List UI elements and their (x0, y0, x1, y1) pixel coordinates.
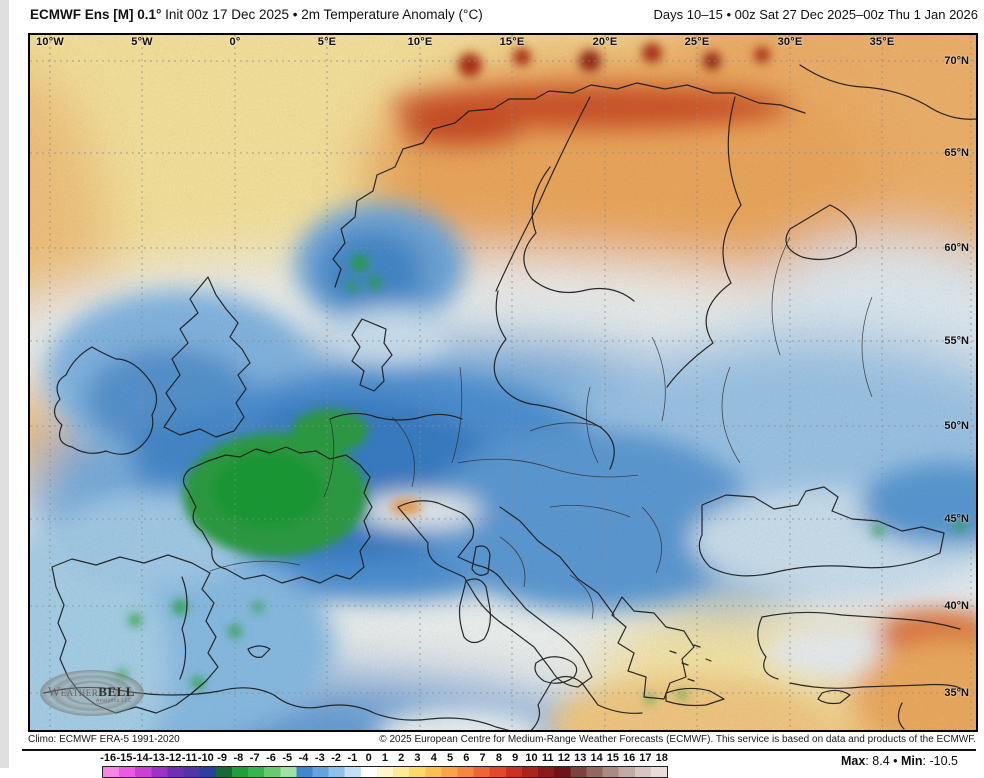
colorbar-tick: 9 (512, 752, 519, 764)
colorbar-tick: 18 (655, 752, 668, 764)
colorbar-tick: -3 (314, 752, 325, 764)
colorbar-tick: 12 (557, 752, 571, 764)
lat-label: 65°N (944, 147, 969, 159)
colorbar-tick: -6 (266, 752, 276, 764)
colorbar-tick: -15 (116, 752, 133, 764)
graticule (30, 35, 976, 730)
climatology-note: Climo: ECMWF ERA-5 1991-2020 (28, 734, 180, 745)
colorbar-tick: -9 (217, 752, 227, 764)
colorbar-tick: 13 (574, 752, 587, 764)
lon-label: 5°W (131, 36, 153, 48)
colorbar-tick: -12 (165, 752, 182, 764)
lon-label: 35°E (869, 36, 895, 48)
colorbar-tick: -2 (331, 752, 341, 764)
extremes-separator: • (893, 754, 898, 768)
copyright-note: © 2025 European Centre for Medium-Range … (379, 734, 976, 745)
product-subtitle: Init 00z 17 Dec 2025 • 2m Temperature An… (161, 7, 483, 22)
product-title: ECMWF Ens [M] 0.1° Init 00z 17 Dec 2025 … (30, 7, 483, 22)
colorbar-tick: -11 (181, 752, 198, 764)
weatherbell-logo: WeatherBELL Analytics LLC (38, 666, 156, 722)
lat-label: 50°N (944, 420, 969, 432)
colorbar-tick: 5 (446, 752, 454, 764)
min-value: -10.5 (929, 754, 959, 768)
ensemble-noise-texture (30, 35, 976, 730)
colorbar-tick: 14 (590, 752, 603, 764)
field-extremes: Max: 8.4 • Min: -10.5 (840, 754, 959, 768)
footer-divider (22, 749, 976, 751)
logo-text-weather: Weather (48, 684, 99, 699)
max-value: 8.4 (872, 754, 890, 768)
lon-label: 15°E (499, 36, 525, 48)
colorbar-tick: -14 (132, 752, 149, 764)
colorbar-tick: 0 (365, 752, 372, 764)
lon-label: 10°W (36, 36, 64, 48)
colorbar-tick: 1 (381, 752, 388, 764)
colorbar-tick: -5 (282, 752, 293, 764)
colorbar-tick: -16 (100, 752, 117, 764)
lon-label: 20°E (592, 36, 618, 48)
logo-subtext: Analytics LLC (96, 698, 132, 704)
map-footer: Climo: ECMWF ERA-5 1991-2020 © 2025 Euro… (28, 734, 976, 745)
colorbar-tick: -13 (149, 752, 165, 764)
colorbar-tick: -4 (298, 752, 309, 764)
country-borders (209, 236, 873, 620)
colorbar-tick: 17 (639, 752, 652, 764)
colorbar-tick: 16 (623, 752, 636, 764)
colorbar-tick-labels: -16 -15 -14 -13 -12 -11 -10 -9 -8 -7 -6 -5 -4 -3 -2 -1 0… (100, 752, 670, 764)
colorbar-tick: -7 (249, 752, 260, 764)
weather-map: WeatherBELL Analytics LLC 10°W 5°W 0° 5°E 10… (28, 33, 978, 732)
lon-label: 10°E (407, 36, 433, 48)
colorbar-tick: 6 (463, 752, 470, 764)
colorbar-tick: 3 (414, 752, 421, 764)
lat-label: 55°N (944, 335, 969, 347)
colorbar-tick: -10 (197, 752, 214, 764)
product-name: ECMWF Ens [M] 0.1° (30, 7, 162, 22)
max-label: Max (840, 754, 866, 768)
lat-label: 60°N (944, 242, 969, 254)
lat-label: 70°N (944, 55, 969, 67)
lon-label: 25°E (684, 36, 710, 48)
colorbar-tick: 15 (606, 752, 619, 764)
lon-label: 5°E (317, 36, 337, 48)
colorbar-tick: 11 (541, 752, 554, 764)
valid-period: Days 10–15 • 00z Sat 27 Dec 2025–00z Thu… (653, 7, 979, 22)
map-header: ECMWF Ens [M] 0.1° Init 00z 17 Dec 2025 … (30, 7, 978, 22)
lat-label: 40°N (944, 600, 969, 612)
min-label: Min (901, 754, 923, 768)
logo-text-bell: BELL (98, 684, 135, 699)
lon-label: 0° (229, 36, 241, 48)
colorbar-tick: 10 (525, 752, 538, 764)
colorbar-tick: 8 (495, 752, 502, 764)
lat-label: 45°N (944, 513, 969, 525)
lat-label: 35°N (944, 687, 969, 699)
colorbar-tick: -1 (347, 752, 358, 764)
colorbar-tick: 4 (430, 752, 437, 764)
coastlines (43, 64, 976, 730)
page-left-gutter (0, 0, 9, 768)
anomaly-field-svg (30, 35, 976, 730)
lon-label: 30°E (777, 36, 803, 48)
colorbar-tick: 7 (479, 752, 486, 764)
colorbar-tick: 2 (398, 752, 405, 764)
colorbar-tick: -8 (233, 752, 244, 764)
weatherbell-swirl-icon (40, 670, 144, 716)
